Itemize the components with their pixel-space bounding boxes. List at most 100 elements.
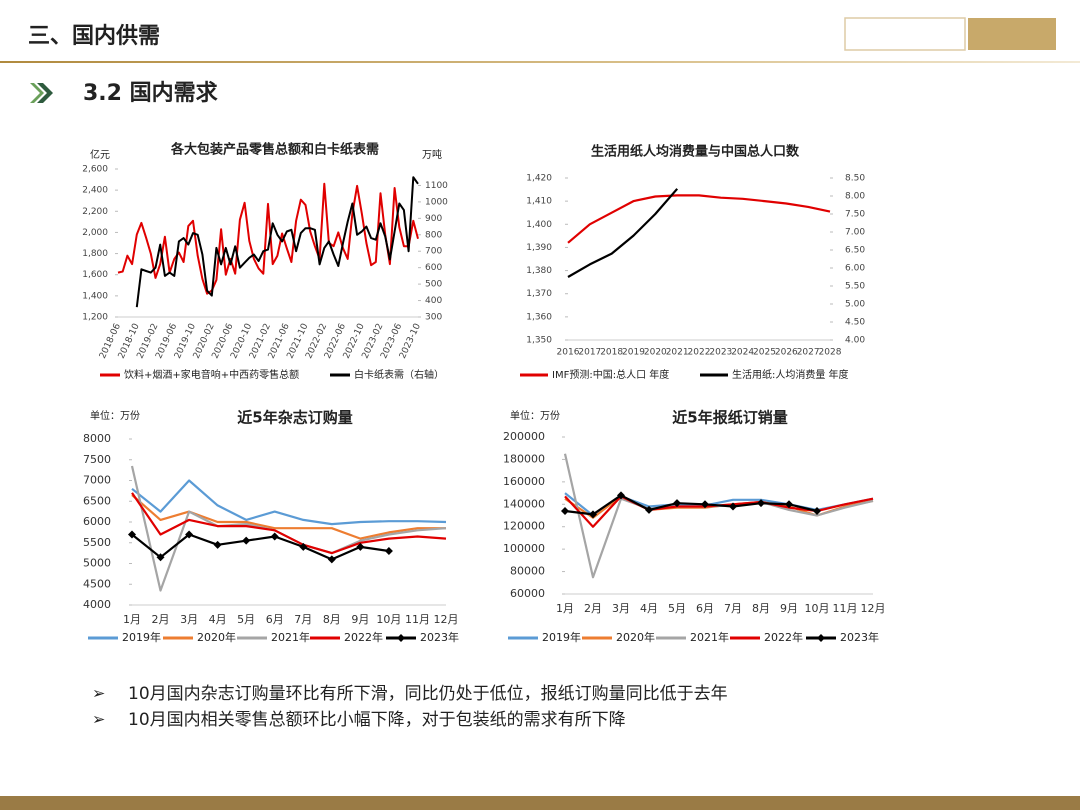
y-tick-label: 7000 (83, 474, 111, 487)
legend-label: 2022年 (764, 630, 803, 644)
x-tick-label: 2021 (666, 348, 689, 358)
marker (327, 555, 336, 564)
y-tick-label: 1,360 (526, 312, 552, 322)
y-tick-label: 100000 (503, 542, 545, 555)
y-tick-label: 1,400 (82, 291, 108, 301)
marker (813, 507, 821, 516)
y-tick-label: 4000 (83, 598, 111, 611)
x-tick-label: 1月 (556, 602, 574, 615)
x-tick-label: 8月 (323, 613, 341, 626)
y-tick-label: 700 (425, 247, 442, 257)
x-tick-label: 2月 (584, 602, 602, 615)
y-tick-label: 500 (425, 280, 442, 290)
bullet-mark: ➢ (92, 710, 105, 729)
y-tick-label: 1,200 (82, 313, 108, 323)
x-tick-label: 2019 (622, 348, 645, 358)
x-tick-label: 11月 (833, 602, 858, 615)
x-tick-label: 3月 (612, 602, 630, 615)
y-tick-label: 1,420 (526, 174, 552, 184)
y-tick-label: 4.50 (845, 318, 865, 328)
x-tick-label: 1月 (123, 613, 141, 626)
y-tick-label: 8.00 (845, 192, 865, 202)
y-tick-label: 300 (425, 313, 442, 323)
y-axis-label: 单位：万份 (510, 409, 560, 422)
y-tick-label: 1,410 (526, 197, 552, 207)
y-tick-label: 900 (425, 214, 442, 224)
y-tick-label: 400 (425, 296, 442, 306)
y-tick-label: 5500 (83, 536, 111, 549)
x-tick-label: 10月 (805, 602, 830, 615)
y-tick-label: 600 (425, 263, 442, 273)
header-rule (0, 61, 1080, 63)
y-tick-label: 80000 (510, 565, 545, 578)
legend-label: 2023年 (840, 630, 879, 644)
y-tick-label: 7.00 (845, 228, 865, 238)
y-tick-label: 2,400 (82, 186, 108, 196)
x-tick-label: 2023 (709, 348, 732, 358)
y2-axis-label: 万吨 (422, 148, 442, 161)
y-tick-label: 6500 (83, 494, 111, 507)
y-tick-label: 5.00 (845, 300, 865, 310)
y-tick-label: 1,400 (526, 220, 552, 230)
x-tick-label: 2024 (731, 348, 754, 358)
marker (729, 502, 737, 511)
bullet-text: 10月国内杂志订购量环比有所下滑，同比仍处于低位，报纸订购量同比低于去年 (128, 684, 728, 704)
logo (844, 17, 1056, 51)
x-tick-label: 2025 (753, 348, 776, 358)
marker (673, 499, 681, 508)
x-tick-label: 2017 (578, 348, 601, 358)
chevron (30, 83, 44, 103)
y-tick-label: 1,380 (526, 266, 552, 276)
marker (384, 547, 393, 556)
series-line (567, 188, 679, 278)
footer-band (0, 796, 1080, 810)
y-tick-label: 1,390 (526, 243, 552, 253)
marker (785, 500, 793, 509)
y-tick-label: 800 (425, 230, 442, 240)
x-tick-label: 2028 (819, 348, 842, 358)
series-line (131, 533, 390, 561)
series-line (563, 453, 874, 579)
bullet-text: 10月国内相关零售总额环比小幅下降，对于包装纸的需求有所下降 (128, 710, 626, 730)
marker (757, 499, 765, 508)
y-tick-label: 2,600 (82, 165, 108, 175)
marker (242, 536, 251, 545)
legend-marker (397, 634, 405, 642)
y-tick-label: 2,200 (82, 207, 108, 217)
x-tick-label: 2026 (775, 348, 798, 358)
marker (561, 507, 569, 516)
series-line (564, 494, 818, 516)
series-line (135, 176, 419, 308)
marker (185, 530, 194, 539)
y-tick-label: 160000 (503, 475, 545, 488)
series-line (567, 194, 831, 244)
y-tick-label: 6.50 (845, 246, 865, 256)
marker (128, 530, 136, 539)
x-tick-label: 10月 (376, 613, 401, 626)
x-tick-label: 2018 (600, 348, 623, 358)
legend-label: 生活用纸:人均消费量 年度 (732, 368, 849, 381)
y-axis-label: 亿元 (90, 148, 110, 161)
x-tick-label: 12月 (861, 602, 886, 615)
y-tick-label: 8000 (83, 432, 111, 445)
series-line (117, 182, 419, 295)
legend-label: 白卡纸表需（右轴） (354, 368, 444, 381)
legend-label: 2020年 (197, 630, 236, 644)
marker (617, 491, 625, 500)
x-tick-label: 3月 (180, 613, 198, 626)
chart-title: 生活用纸人均消费量与中国总人口数 (591, 144, 800, 160)
x-tick-label: 2月 (152, 613, 170, 626)
marker (270, 532, 279, 541)
x-tick-label: 9月 (780, 602, 798, 615)
marker (356, 542, 365, 551)
y-tick-label: 1100 (425, 181, 448, 191)
legend-label: IMF预测:中国:总人口 年度 (552, 368, 669, 381)
y-tick-label: 5000 (83, 557, 111, 570)
x-tick-label: 6月 (266, 613, 284, 626)
y-tick-label: 140000 (503, 497, 545, 510)
y-tick-label: 1,800 (82, 249, 108, 259)
chart-title: 各大包装产品零售总额和白卡纸表需 (170, 142, 379, 158)
y-tick-label: 180000 (503, 452, 545, 465)
marker (645, 505, 653, 514)
